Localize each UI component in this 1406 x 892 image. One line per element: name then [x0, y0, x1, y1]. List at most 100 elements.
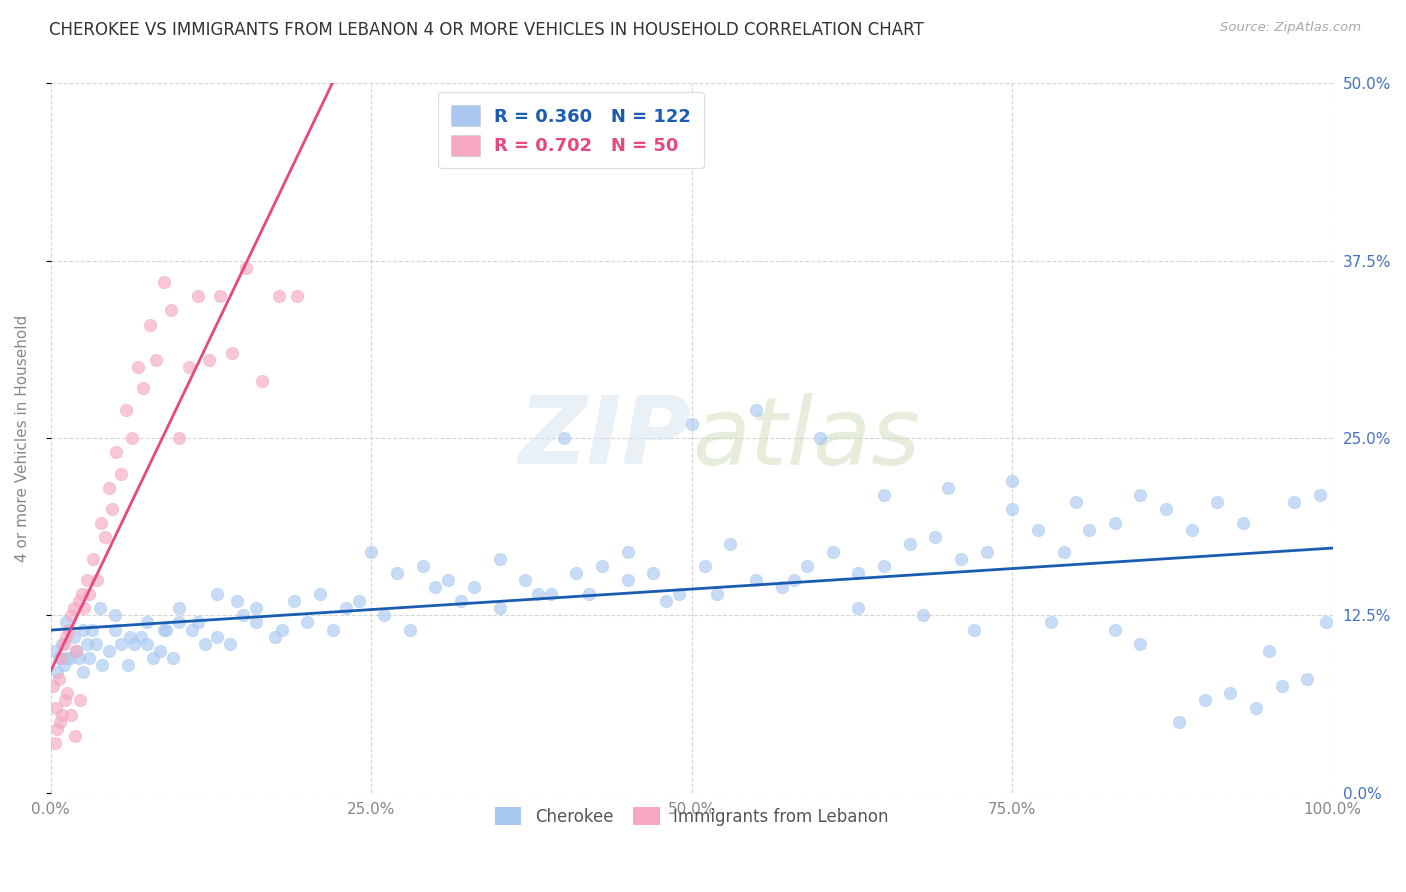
Point — [252, 374, 274, 388]
Point — [86, 573, 108, 587]
Point — [911, 608, 934, 623]
Text: Source: ZipAtlas.com: Source: ZipAtlas.com — [1220, 21, 1361, 34]
Point — [898, 537, 921, 551]
Point — [120, 630, 142, 644]
Point — [129, 630, 152, 644]
Point — [783, 573, 806, 587]
Point — [49, 651, 72, 665]
Point — [187, 289, 209, 303]
Point — [63, 630, 86, 644]
Point — [1232, 516, 1254, 530]
Text: ZIP: ZIP — [519, 392, 692, 484]
Point — [51, 637, 73, 651]
Point — [264, 630, 287, 644]
Point — [63, 601, 86, 615]
Point — [59, 651, 82, 665]
Point — [412, 558, 434, 573]
Point — [136, 615, 159, 630]
Point — [1296, 672, 1319, 686]
Point — [270, 623, 292, 637]
Point — [450, 594, 472, 608]
Point — [187, 615, 209, 630]
Point — [1039, 615, 1062, 630]
Point — [976, 544, 998, 558]
Point — [55, 615, 77, 630]
Point — [1284, 495, 1306, 509]
Point — [60, 707, 83, 722]
Point — [309, 587, 332, 601]
Point — [42, 679, 65, 693]
Point — [527, 587, 550, 601]
Point — [335, 601, 357, 615]
Point — [72, 665, 94, 679]
Point — [73, 601, 96, 615]
Point — [132, 381, 155, 395]
Point — [681, 417, 703, 431]
Point — [322, 623, 344, 637]
Point — [209, 289, 232, 303]
Text: atlas: atlas — [692, 392, 920, 483]
Point — [52, 637, 75, 651]
Point — [219, 637, 242, 651]
Point — [207, 630, 229, 644]
Point — [46, 665, 69, 679]
Point — [79, 651, 101, 665]
Point — [1052, 544, 1074, 558]
Point — [515, 573, 537, 587]
Point — [1181, 523, 1204, 537]
Point — [44, 736, 66, 750]
Point — [89, 601, 111, 615]
Point — [167, 601, 190, 615]
Point — [848, 566, 870, 580]
Point — [1194, 693, 1216, 707]
Point — [152, 275, 174, 289]
Point — [58, 623, 80, 637]
Point — [643, 566, 665, 580]
Point — [924, 530, 946, 544]
Point — [347, 594, 370, 608]
Point — [67, 651, 90, 665]
Point — [245, 615, 267, 630]
Point — [437, 573, 460, 587]
Point — [1129, 488, 1152, 502]
Point — [80, 623, 103, 637]
Point — [122, 637, 145, 651]
Point — [225, 594, 247, 608]
Point — [1104, 623, 1126, 637]
Point — [360, 544, 382, 558]
Point — [76, 573, 98, 587]
Point — [1309, 488, 1331, 502]
Point — [65, 644, 87, 658]
Point — [84, 637, 107, 651]
Point — [63, 729, 86, 743]
Y-axis label: 4 or more Vehicles in Household: 4 or more Vehicles in Household — [15, 314, 30, 562]
Point — [207, 587, 229, 601]
Point — [91, 658, 114, 673]
Point — [963, 623, 986, 637]
Point — [155, 623, 177, 637]
Point — [121, 431, 143, 445]
Point — [180, 623, 202, 637]
Point — [152, 623, 174, 637]
Point — [796, 558, 818, 573]
Point — [55, 651, 77, 665]
Point — [1244, 700, 1267, 714]
Text: CHEROKEE VS IMMIGRANTS FROM LEBANON 4 OR MORE VEHICLES IN HOUSEHOLD CORRELATION : CHEROKEE VS IMMIGRANTS FROM LEBANON 4 OR… — [49, 21, 924, 38]
Point — [373, 608, 395, 623]
Point — [1001, 502, 1024, 516]
Point — [149, 644, 172, 658]
Point — [221, 346, 243, 360]
Point — [97, 644, 120, 658]
Point — [553, 431, 575, 445]
Point — [578, 587, 600, 601]
Point — [1257, 644, 1279, 658]
Point — [142, 651, 165, 665]
Point — [770, 580, 793, 594]
Point — [51, 707, 73, 722]
Point — [55, 630, 77, 644]
Point — [48, 651, 70, 665]
Point — [179, 360, 201, 375]
Point — [1168, 714, 1191, 729]
Point — [745, 573, 768, 587]
Point — [82, 551, 104, 566]
